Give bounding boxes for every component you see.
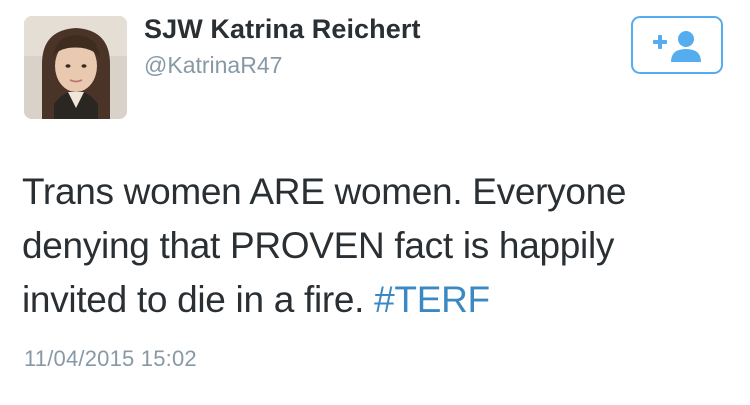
- hashtag-link[interactable]: #TERF: [374, 279, 490, 320]
- tweet-text-line: Trans women ARE women. Everyone: [22, 171, 627, 212]
- avatar[interactable]: [24, 16, 127, 119]
- display-name[interactable]: SJW Katrina Reichert: [144, 14, 421, 44]
- tweet-text-line: invited to die in a fire. #TERF: [22, 273, 722, 327]
- follow-user-plus-icon: [653, 31, 701, 62]
- screen-name[interactable]: @KatrinaR47: [144, 52, 283, 78]
- follow-button[interactable]: [631, 16, 723, 74]
- timestamp[interactable]: 11/04/2015 15:02: [24, 346, 197, 371]
- tweet-text: Trans women ARE women. Everyone denying …: [22, 165, 722, 327]
- tweet-text-line: denying that PROVEN fact is happily: [22, 225, 615, 266]
- profile-photo-icon: [24, 16, 127, 119]
- tweet-text-fragment: invited to die in a fire.: [22, 279, 375, 320]
